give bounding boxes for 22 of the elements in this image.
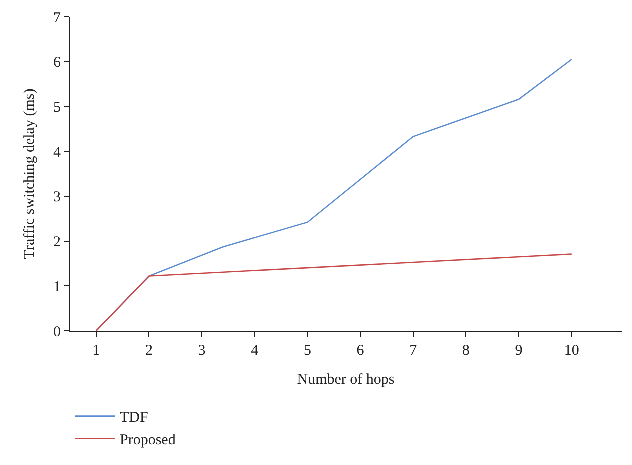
x-tick-label: 8 bbox=[462, 343, 470, 359]
y-tick-label: 1 bbox=[54, 279, 61, 296]
y-tick-label: 6 bbox=[54, 55, 62, 72]
x-tick-label: 5 bbox=[304, 343, 312, 359]
x-tick-label: 4 bbox=[251, 343, 260, 359]
y-tick-label: 3 bbox=[54, 190, 61, 206]
x-axis-title: Number of hops bbox=[297, 372, 395, 388]
y-tick-label: 5 bbox=[54, 100, 61, 116]
y-axis-title: Traffic switching delay (ms) bbox=[22, 88, 38, 260]
x-tick-label: 1 bbox=[92, 343, 100, 359]
x-tick-label: 7 bbox=[410, 343, 418, 359]
y-tick-label: 2 bbox=[54, 234, 61, 251]
y-tick-label: 4 bbox=[54, 144, 62, 161]
legend-label: TDF bbox=[120, 410, 148, 426]
x-tick-label: 3 bbox=[198, 343, 206, 359]
x-tick-label: 2 bbox=[145, 343, 153, 359]
legend-label: Proposed bbox=[120, 432, 176, 449]
x-tick-label: 6 bbox=[356, 343, 365, 359]
x-tick-label: 10 bbox=[564, 343, 580, 359]
y-tick-label: 0 bbox=[54, 324, 61, 340]
x-tick-label: 9 bbox=[515, 343, 523, 359]
y-tick-label: 7 bbox=[54, 10, 62, 26]
